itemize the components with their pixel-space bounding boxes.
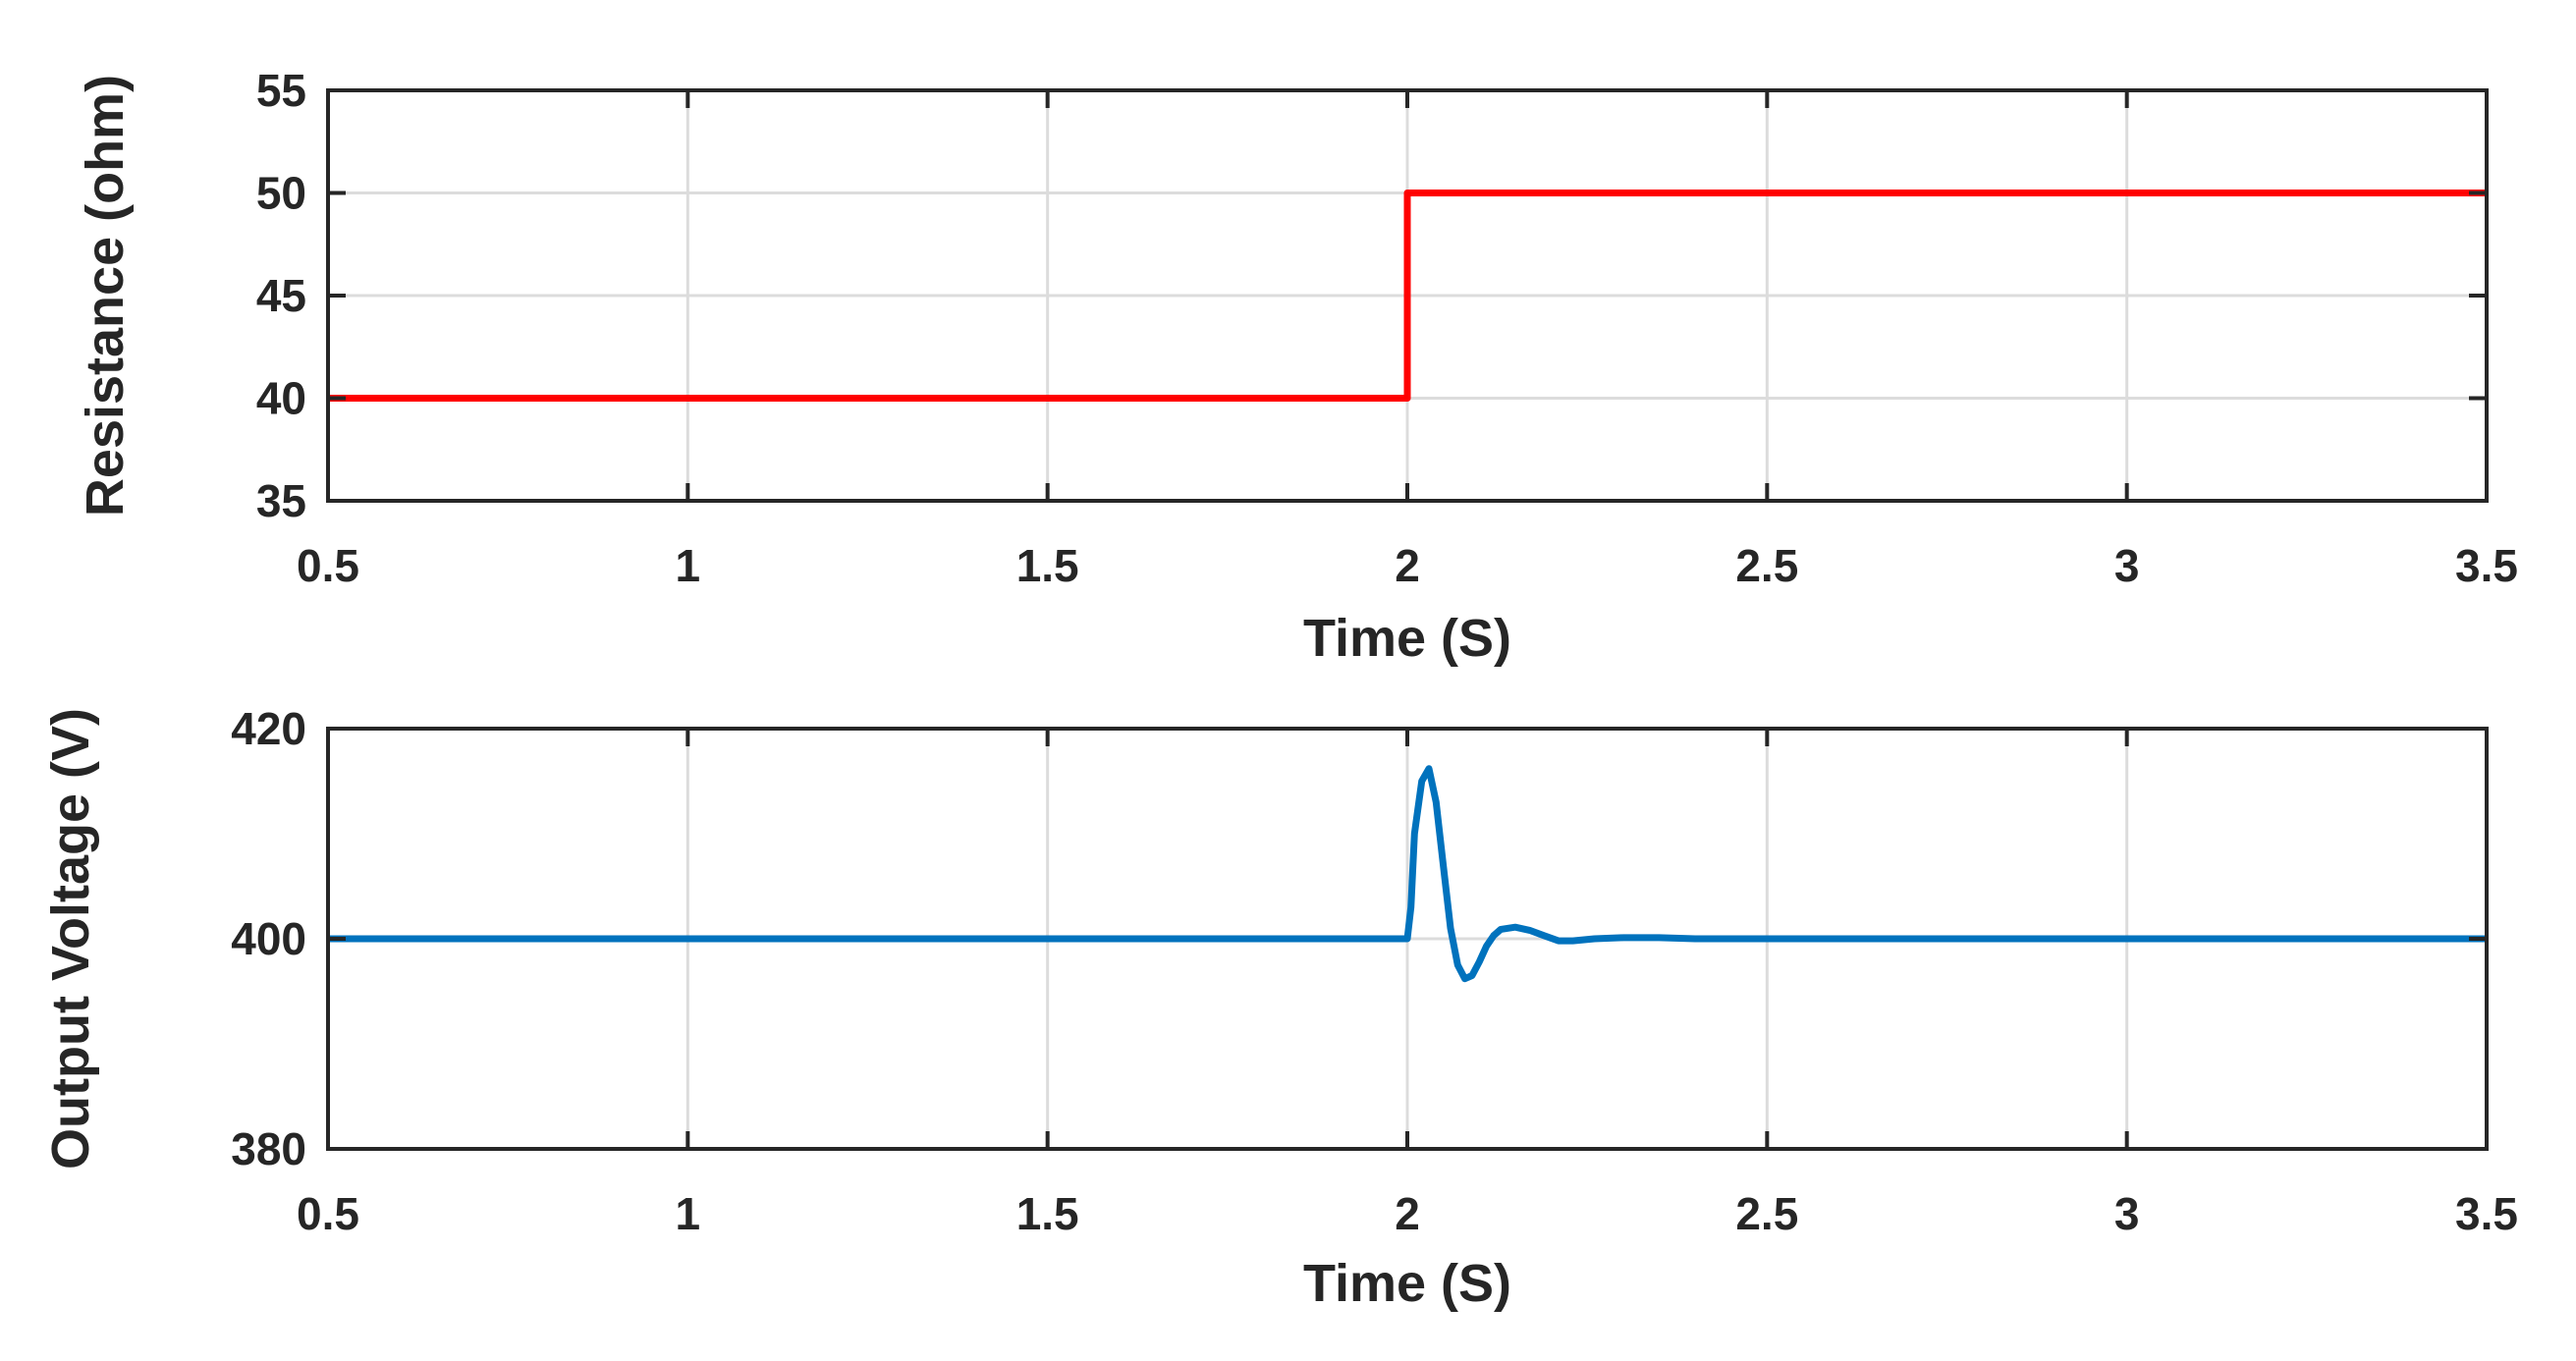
resistance-x-tick-label-5: 3 <box>2114 540 2140 591</box>
voltage-x-axis-label: Time (S) <box>1303 1254 1511 1313</box>
voltage-x-tick-label-5: 3 <box>2114 1188 2140 1239</box>
resistance-y-tick-label-2: 45 <box>256 270 306 321</box>
resistance-x-tick-label-2: 1.5 <box>1016 540 1079 591</box>
voltage-y-tick-label-0: 380 <box>231 1123 306 1174</box>
voltage-y-tick-label-2: 420 <box>231 703 306 754</box>
voltage-x-tick-label-2: 1.5 <box>1016 1188 1079 1239</box>
resistance-series-line-0 <box>328 190 2487 402</box>
voltage-series-line-0 <box>328 765 2487 983</box>
voltage-x-tick-label-1: 1 <box>676 1188 701 1239</box>
resistance-x-tick-label-3: 2 <box>1395 540 1420 591</box>
resistance-chart: 0.5 1 1.5 2 2.5 3 3.5 35 40 45 50 55 Time (S) Resista… <box>76 65 2518 668</box>
resistance-x-axis-label: Time (S) <box>1303 609 1511 668</box>
resistance-x-tick-label-1: 1 <box>676 540 701 591</box>
voltage-x-tick-label-6: 3.5 <box>2455 1188 2518 1239</box>
resistance-x-tick-label-4: 2.5 <box>1735 540 1798 591</box>
voltage-y-axis-label: Output Voltage (V) <box>41 708 100 1170</box>
voltage-x-tick-label-0: 0.5 <box>297 1188 359 1239</box>
resistance-x-tick-label-6: 3.5 <box>2455 540 2518 591</box>
resistance-y-axis-label: Resistance (ohm) <box>76 75 135 517</box>
output-voltage-chart: 0.5 1 1.5 2 2.5 3 3.5 380 400 420 Time (S) Output V… <box>41 703 2518 1313</box>
voltage-y-tick-label-1: 400 <box>231 913 306 964</box>
resistance-y-tick-label-4: 55 <box>256 65 306 116</box>
resistance-x-tick-label-0: 0.5 <box>297 540 359 591</box>
voltage-x-tick-label-3: 2 <box>1395 1188 1420 1239</box>
resistance-y-tick-label-3: 50 <box>256 168 306 219</box>
resistance-y-tick-label-0: 35 <box>256 475 306 526</box>
resistance-y-tick-label-1: 40 <box>256 373 306 424</box>
voltage-x-tick-label-4: 2.5 <box>1735 1188 1798 1239</box>
